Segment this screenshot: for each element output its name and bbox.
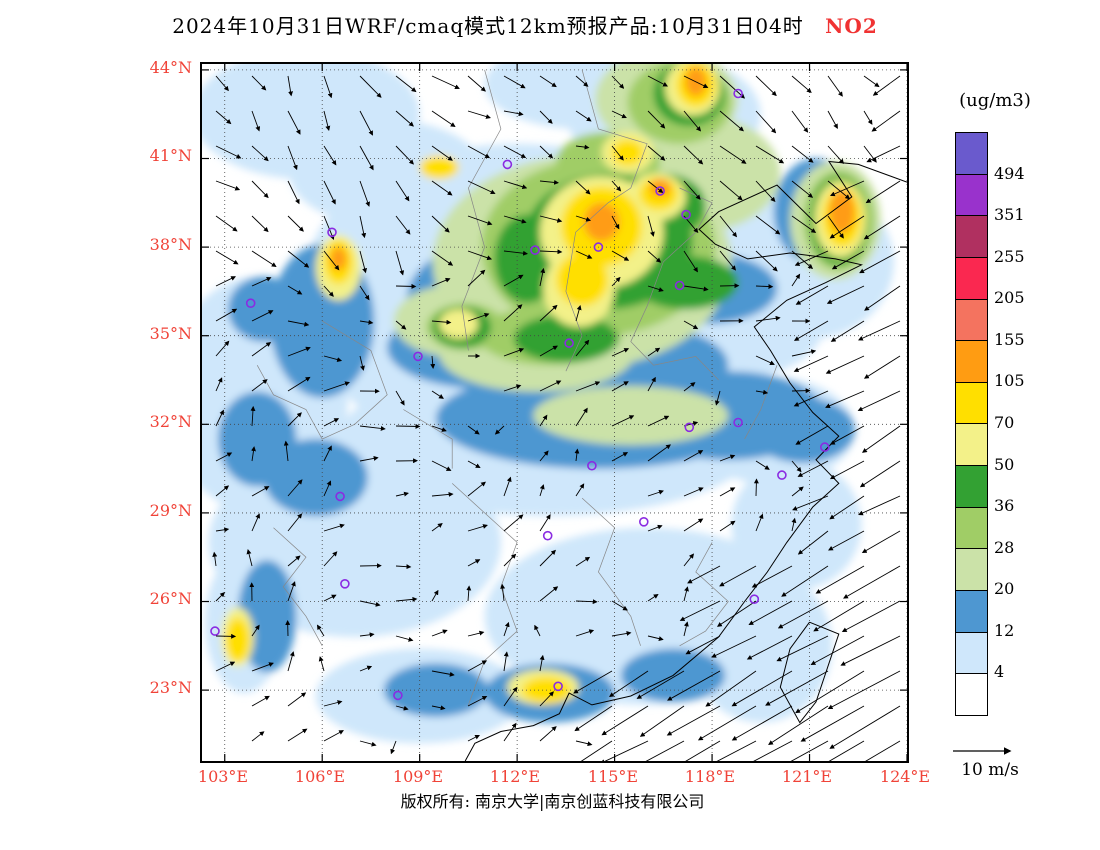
city-marker: [819, 442, 830, 452]
wind-scale-arrow-icon: [953, 747, 1012, 755]
colorbar-segment: [956, 590, 987, 632]
lon-label: 112°E: [489, 767, 541, 786]
colorbar-segment: [956, 298, 987, 341]
colorbar-tick: 36: [994, 496, 1015, 515]
city-marker: [674, 280, 685, 291]
colorbar-tick: 28: [994, 538, 1015, 557]
lon-label: 121°E: [781, 767, 833, 786]
lat-label: 41°N: [149, 146, 192, 165]
colorbar-tick: 494: [994, 164, 1025, 183]
colorbar-unit: (ug/m3): [959, 90, 1031, 111]
city-marker: [749, 594, 760, 605]
colorbar-segment: [956, 381, 987, 424]
city-marker: [733, 417, 743, 428]
city-marker: [335, 491, 345, 502]
lon-label: 115°E: [587, 767, 639, 786]
city-marker: [587, 460, 597, 471]
lon-label: 118°E: [684, 767, 736, 786]
lat-label: 35°N: [149, 324, 192, 343]
colorbar-tick: 155: [994, 330, 1025, 349]
colorbar: [955, 132, 988, 716]
city-marker: [777, 470, 787, 480]
colorbar-segment: [956, 133, 987, 174]
colorbar-tick: 105: [994, 371, 1025, 390]
city-marker: [542, 530, 553, 541]
colorbar-segment: [956, 423, 987, 466]
city-marker: [245, 298, 256, 308]
colorbar-tick: 4: [994, 662, 1005, 681]
colorbar-tick: 70: [994, 413, 1015, 432]
copyright-footer: 版权所有: 南京大学|南京创蓝科技有限公司: [400, 792, 705, 811]
lat-label: 29°N: [149, 501, 192, 520]
colorbar-segment: [956, 548, 987, 591]
colorbar-tick: 20: [994, 579, 1015, 598]
city-marker: [564, 338, 574, 348]
colorbar-segment: [956, 340, 987, 382]
city-marker: [327, 227, 337, 238]
lon-label: 109°E: [392, 767, 444, 786]
city-marker: [684, 422, 695, 433]
lat-label: 44°N: [149, 58, 192, 77]
colorbar-tick: 351: [994, 205, 1025, 224]
city-marker: [210, 626, 220, 636]
colorbar-tick: 255: [994, 247, 1025, 266]
lat-label: 23°N: [149, 678, 192, 697]
colorbar-segment: [956, 256, 987, 299]
lat-label: 38°N: [149, 235, 192, 254]
lat-label: 26°N: [149, 589, 192, 608]
lon-label: 106°E: [294, 767, 346, 786]
axis-ticks: [202, 64, 907, 761]
city-marker: [681, 209, 691, 220]
lat-label: 32°N: [149, 412, 192, 431]
colorbar-segment: [956, 173, 987, 216]
city-marker: [502, 159, 513, 170]
city-marker: [413, 351, 423, 362]
city-marker: [593, 242, 604, 252]
city-marker: [393, 690, 403, 701]
map-frame: [200, 62, 909, 763]
city-marker: [638, 516, 649, 527]
title-text: 2024年10月31日WRF/cmaq模式12km预报产品:10月31日04时: [172, 14, 804, 38]
colorbar-segment: [956, 506, 987, 549]
colorbar-segment: [956, 465, 987, 507]
lon-label: 103°E: [197, 767, 249, 786]
city-markers-layer: [210, 88, 830, 701]
city-marker: [553, 681, 563, 692]
colorbar-tick: 50: [994, 455, 1015, 474]
colorbar-segment: [956, 673, 987, 715]
city-marker: [655, 186, 665, 196]
city-marker: [340, 578, 350, 589]
city-marker: [733, 88, 743, 99]
colorbar-tick: 205: [994, 288, 1025, 307]
concentration-field: [202, 64, 894, 744]
colorbar-tick: 12: [994, 621, 1015, 640]
wind-vector-layer: [212, 75, 901, 761]
map-canvas: [202, 64, 907, 761]
colorbar-segment: [956, 631, 987, 674]
wind-scale-label: 10 m/s: [961, 760, 1019, 780]
colorbar-segment: [956, 215, 987, 257]
lon-label: 124°E: [879, 767, 931, 786]
graticule: [202, 64, 907, 761]
page-title: 2024年10月31日WRF/cmaq模式12km预报产品:10月31日04时 …: [0, 10, 1050, 39]
city-marker: [530, 245, 540, 255]
title-pollutant: NO2: [825, 14, 878, 38]
coastline: [464, 160, 907, 761]
